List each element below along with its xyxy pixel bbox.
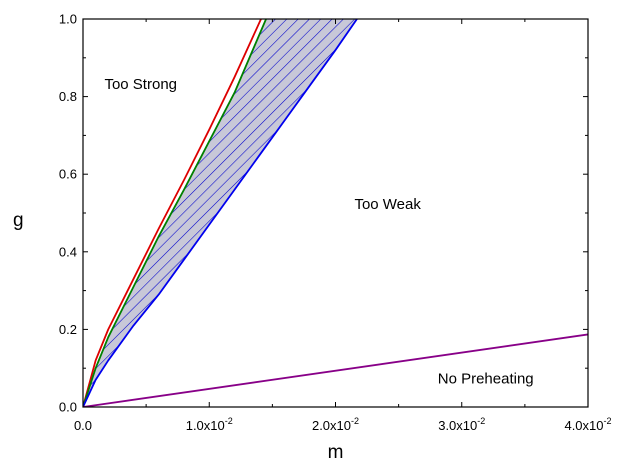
x-axis-label: m [328, 442, 344, 463]
series-line-1 [83, 19, 267, 407]
series-line-0 [83, 19, 262, 407]
axis-ticks: 0.0 1.0x10-2 2.0x10-2 3.0x10-2 4.0x10-2 0.0 0.… [59, 12, 612, 434]
x-tick-label-2: 2.0x10-2 [312, 416, 359, 433]
x-tick-label-3: 3.0x10-2 [438, 416, 485, 433]
y-tick-label-4: 0.8 [59, 89, 77, 104]
series-line-2 [83, 19, 358, 407]
x-tick-label-4: 4.0x10-2 [564, 416, 611, 433]
y-tick-label-1: 0.2 [59, 322, 77, 337]
y-tick-label-5: 1.0 [59, 12, 77, 27]
series-lines [83, 19, 588, 407]
region-label-2: No Preheating [438, 371, 534, 388]
x-tick-label-0: 0.0 [74, 418, 92, 433]
region-label-1: Too Weak [354, 196, 421, 213]
y-tick-label-3: 0.6 [59, 167, 77, 182]
series-line-3 [83, 333, 588, 407]
region-label-0: Too Strong [104, 76, 177, 93]
y-tick-label-0: 0.0 [59, 400, 77, 415]
y-tick-label-2: 0.4 [59, 244, 77, 259]
y-axis-label: g [13, 210, 24, 231]
x-tick-label-1: 1.0x10-2 [186, 416, 233, 433]
region-labels: Too Strong Too Weak No Preheating [104, 76, 533, 388]
